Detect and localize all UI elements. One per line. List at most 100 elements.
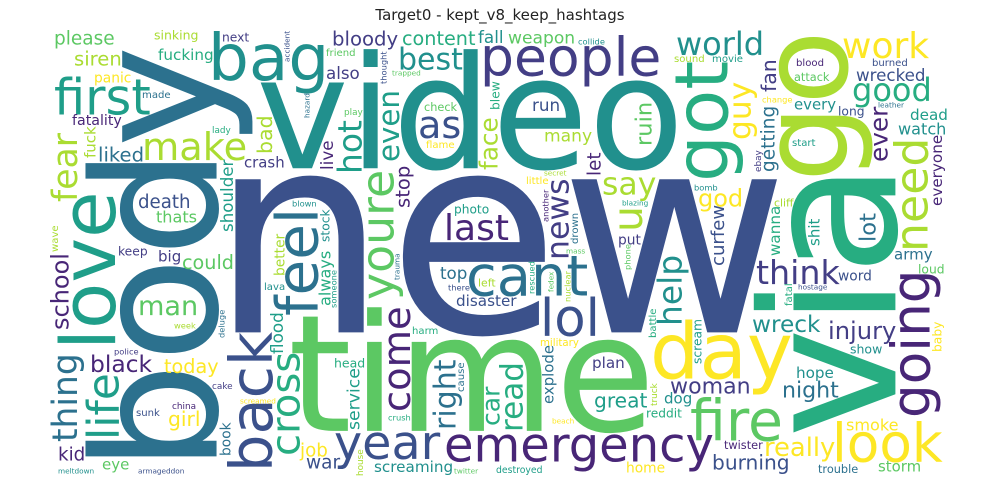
word-year: year xyxy=(334,416,441,471)
word-military: military xyxy=(540,338,579,349)
word-war: war xyxy=(306,452,340,473)
word-death: death xyxy=(138,192,191,213)
word-work: work xyxy=(842,26,929,67)
word-fan: fan xyxy=(757,59,781,92)
word-come: come xyxy=(375,306,420,412)
word-woman: woman xyxy=(670,373,751,399)
word-love: love xyxy=(45,191,133,350)
word-put: put xyxy=(618,233,642,249)
word-dead: dead xyxy=(910,106,948,124)
word-blood: blood xyxy=(796,58,824,69)
word-think: think xyxy=(756,253,841,292)
word-body: body xyxy=(57,45,258,472)
word-smoke: smoke xyxy=(846,416,899,435)
word-drown: drown xyxy=(570,213,581,244)
word-wave: wave xyxy=(50,225,61,252)
word-blazing: blazing xyxy=(622,199,648,208)
word-someone: someone xyxy=(328,270,338,308)
word-best: best xyxy=(398,42,463,77)
word-ever: ever xyxy=(864,106,893,162)
word-night: night xyxy=(782,377,839,403)
cloud-background xyxy=(50,30,950,480)
word-first: first xyxy=(54,69,151,127)
word-deluge: deluge xyxy=(216,310,226,338)
word-nuclear: nuclear xyxy=(562,270,572,302)
word-movie: movie xyxy=(712,54,743,65)
word-sinking: sinking xyxy=(154,28,198,43)
word-another: another xyxy=(540,189,550,222)
word-going: going xyxy=(880,269,942,418)
word-fatal: fatal xyxy=(784,283,795,306)
word-fire: fire xyxy=(690,388,783,454)
word-even: even xyxy=(372,90,406,162)
word-stock: stock xyxy=(319,208,333,242)
word-car: car xyxy=(476,386,505,426)
word-collide: collide xyxy=(578,36,605,46)
word-eye: eye xyxy=(102,456,129,474)
word-could: could xyxy=(182,251,234,274)
word-cause: cause xyxy=(456,362,467,392)
word-face: face xyxy=(474,117,503,170)
word-u: u xyxy=(604,206,652,232)
word-weapon: weapon xyxy=(508,28,575,48)
word-time: time xyxy=(288,281,655,470)
word-man: man xyxy=(138,291,198,322)
word-say: say xyxy=(602,167,656,203)
word-also: also xyxy=(326,63,360,83)
word-twister: twister xyxy=(724,439,763,452)
word-today: today xyxy=(164,355,219,378)
word-house: house xyxy=(356,449,366,476)
word-black: black xyxy=(90,350,153,378)
word-crash: crash xyxy=(244,154,285,172)
word-youre: youre xyxy=(351,170,405,300)
word-day: day xyxy=(650,308,793,398)
word-plan: plan xyxy=(592,354,625,372)
word-burned: burned xyxy=(872,58,908,69)
word-thats: thats xyxy=(156,208,197,227)
word-school: school xyxy=(47,253,75,330)
word-hazard: hazard xyxy=(303,93,312,118)
word-accident: accident xyxy=(283,31,292,62)
word-trauma: trauma xyxy=(393,253,402,280)
word-beach: beach xyxy=(552,417,574,426)
word-panic: panic xyxy=(94,71,131,87)
word-wreck: wreck xyxy=(752,311,821,338)
word-explode: explode xyxy=(540,345,558,404)
word-as: as xyxy=(418,104,461,148)
word-go: go xyxy=(734,30,876,182)
word-storm: storm xyxy=(878,458,921,476)
word-harm: harm xyxy=(412,326,438,337)
word-via: via xyxy=(722,162,939,438)
word-getting: getting xyxy=(758,106,779,172)
word-emergency: emergency xyxy=(444,417,714,473)
word-blew: blew xyxy=(489,81,503,110)
word-please: please xyxy=(54,28,115,49)
word-screamed: screamed xyxy=(240,397,276,406)
word-lava: lava xyxy=(264,282,285,293)
word-hot: hot xyxy=(331,120,370,174)
word-bomb: bomb xyxy=(694,182,718,192)
word-bag: bag xyxy=(208,21,329,96)
word-destroyed: destroyed xyxy=(496,465,543,476)
word-always: always xyxy=(316,251,335,306)
word-play: play xyxy=(344,108,363,118)
word-fear: fear xyxy=(46,132,86,202)
word-rescued: rescued xyxy=(526,261,536,294)
word-big: big xyxy=(158,248,181,266)
word-left: left xyxy=(478,276,496,289)
word-sunk: sunk xyxy=(136,408,160,419)
word-cross: cross xyxy=(263,352,309,456)
word-reddit: reddit xyxy=(646,407,682,421)
word-attack: attack xyxy=(794,71,830,84)
word-shoulder: shoulder xyxy=(217,159,237,232)
word-people: people xyxy=(480,26,661,89)
word-flame: flame xyxy=(426,140,455,151)
word-injury: injury xyxy=(828,317,896,345)
word-phone: phone xyxy=(622,244,632,270)
word-scream: scream xyxy=(691,319,705,364)
word-made: made xyxy=(142,90,171,101)
word-good: good xyxy=(852,71,932,109)
word-mass: mass xyxy=(566,247,585,256)
word-dog: dog xyxy=(664,390,692,408)
